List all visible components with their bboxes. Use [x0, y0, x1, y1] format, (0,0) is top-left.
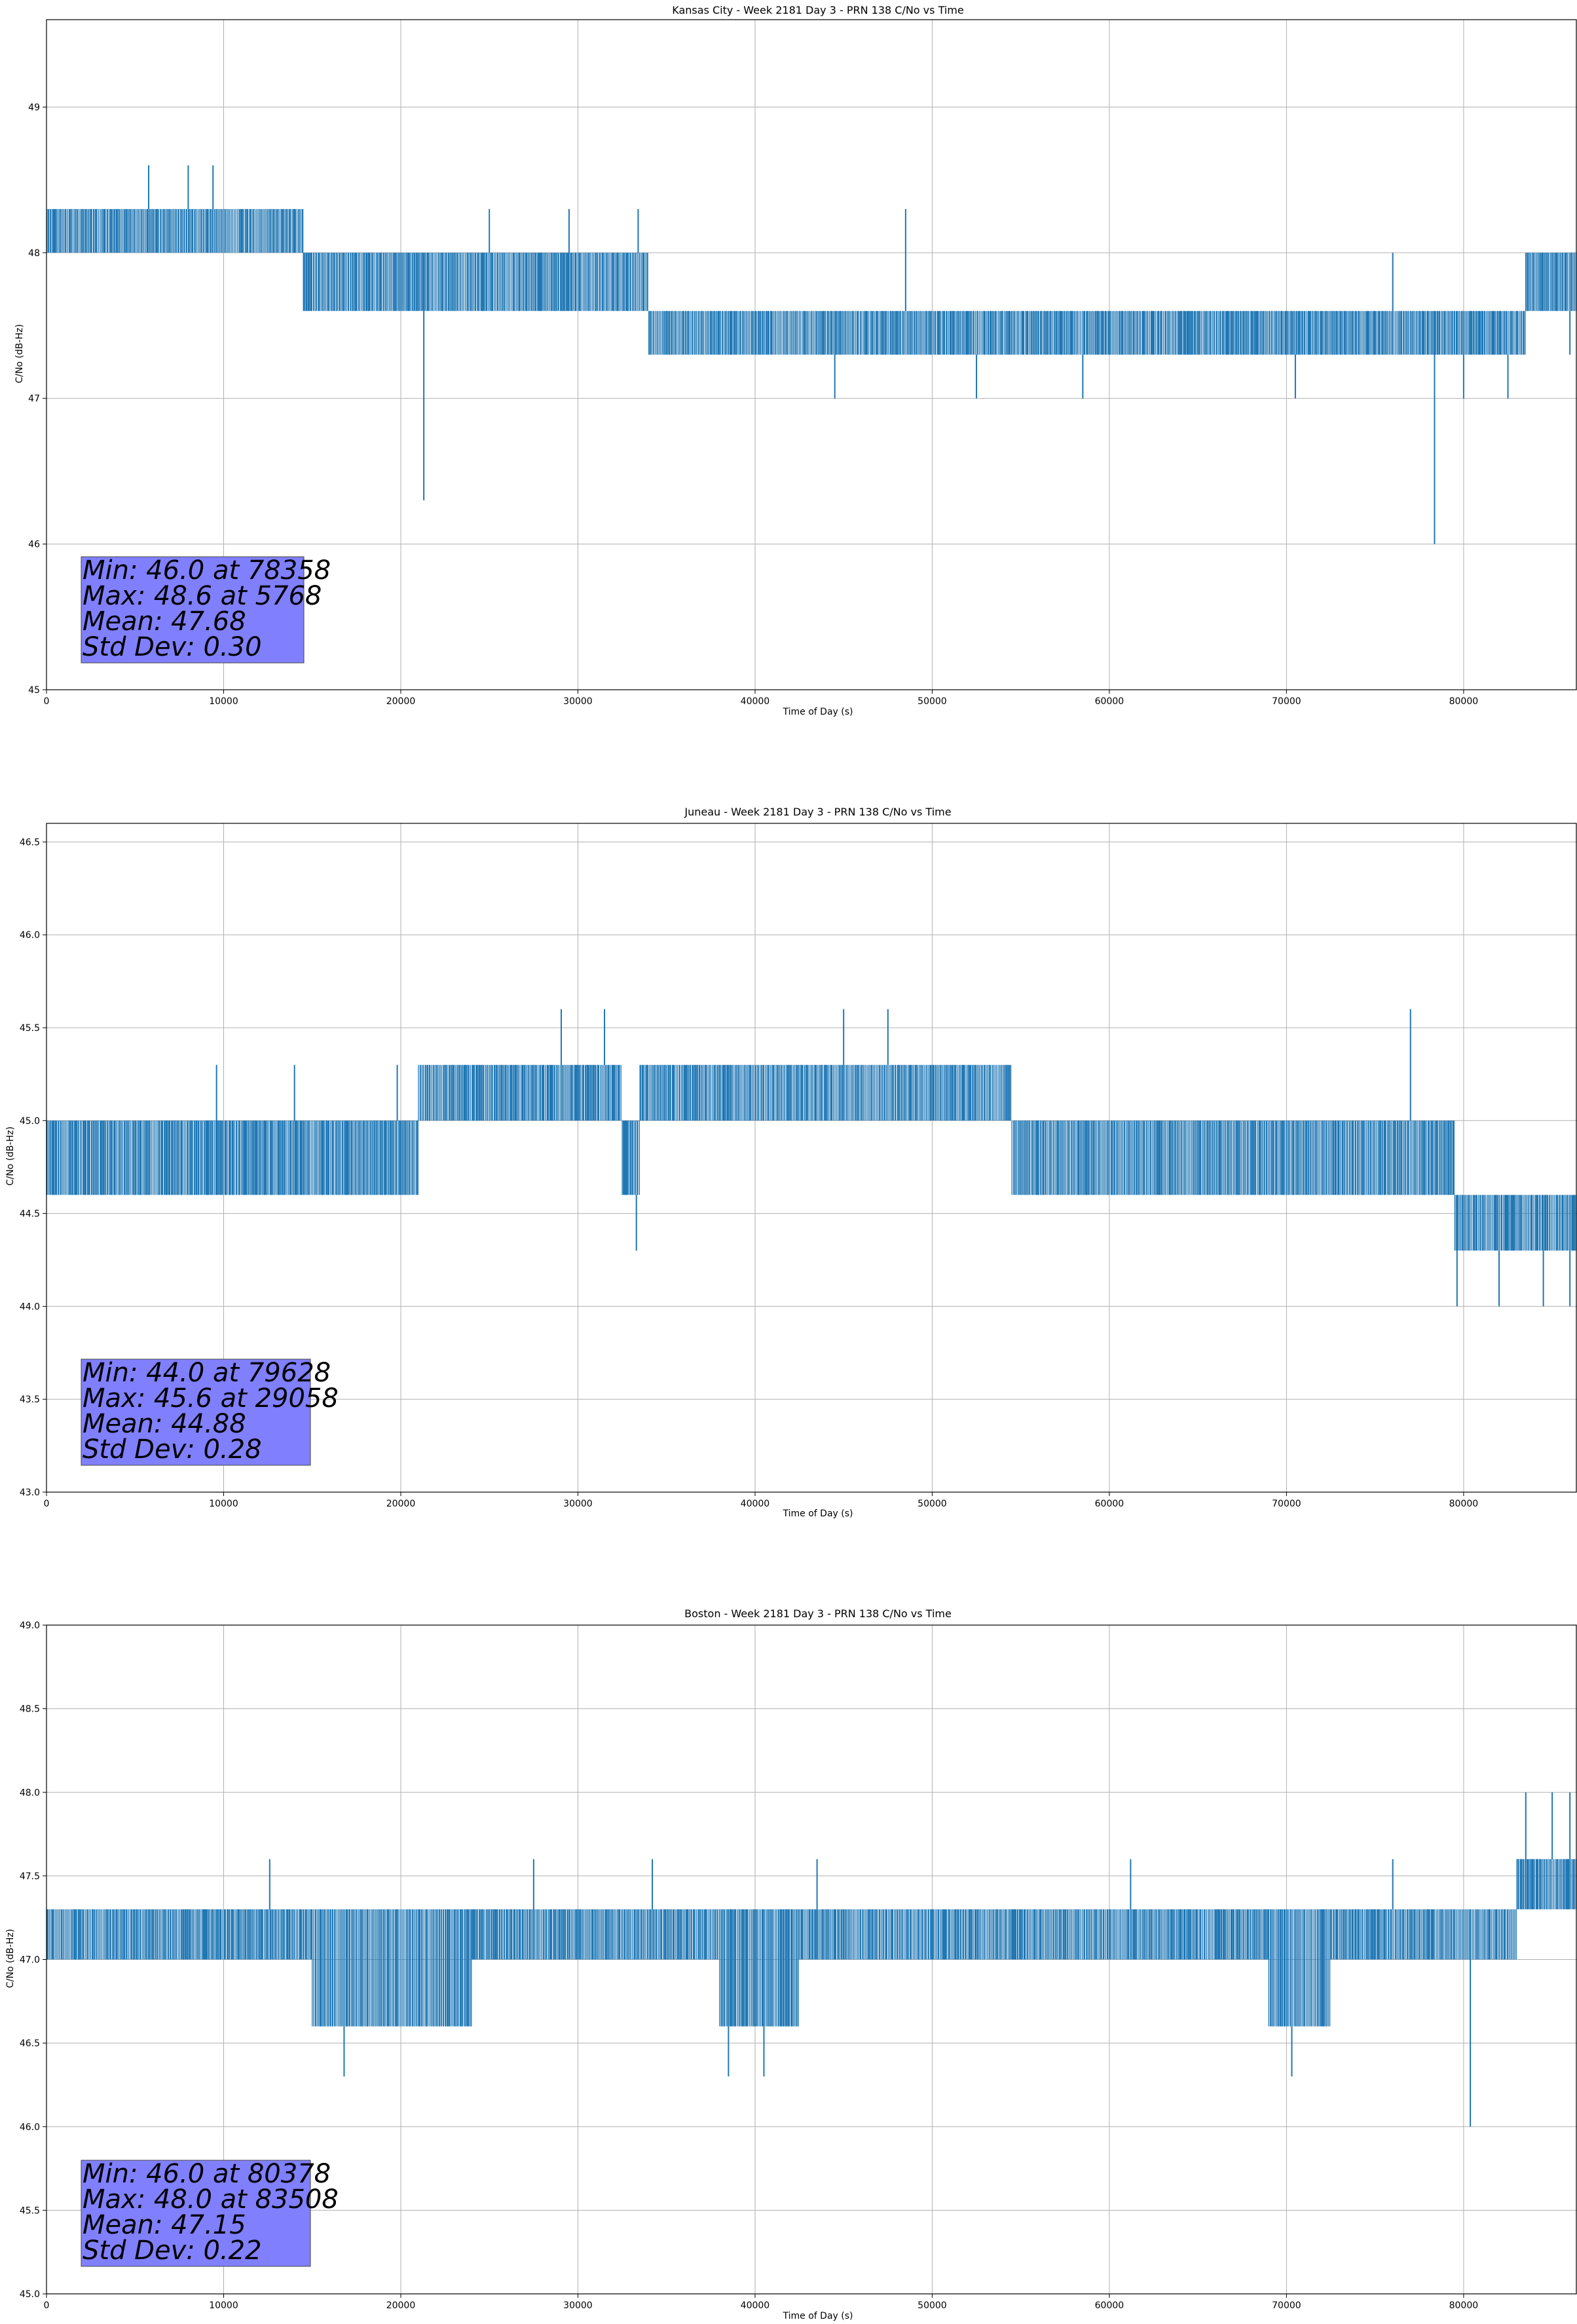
stats-max: Max: 48.0 at 83508 [83, 2184, 339, 2215]
chart-title: Juneau - Week 2181 Day 3 - PRN 138 C/No … [684, 806, 951, 818]
y-tick-label: 45.5 [20, 1023, 40, 1034]
x-tick-label: 80000 [1449, 2300, 1479, 2311]
x-tick-label: 20000 [386, 1499, 416, 1509]
y-tick-label: 45.0 [20, 1116, 40, 1127]
stats-min: Min: 46.0 at 80378 [83, 2159, 331, 2189]
y-tick-label: 49.0 [20, 1621, 40, 1631]
stats-std-dev: Std Dev: 0.28 [83, 1434, 262, 1465]
x-tick-label: 20000 [386, 2300, 416, 2311]
x-ticks: 0 10000 20000 30000 40000 50000 60000 70000 8000… [44, 1492, 1479, 1509]
y-axis-label: C/No (dB-Hz) [14, 324, 25, 383]
stats-box: Min: 46.0 at 80378 Max: 48.0 at 83508 Me… [81, 2159, 339, 2267]
x-axis-label: Time of Day (s) [783, 707, 853, 717]
stats-mean: Mean: 44.88 [83, 1409, 246, 1439]
y-tick-label: 48.0 [20, 1788, 40, 1798]
stats-box: Min: 44.0 at 79628 Max: 45.6 at 29058 Me… [81, 1358, 339, 1466]
y-tick-label: 43.0 [20, 1488, 40, 1498]
plot-frame [46, 823, 1577, 1493]
y-tick-label: 47 [28, 394, 40, 404]
x-tick-label: 10000 [209, 1499, 238, 1509]
chart-title: Boston - Week 2181 Day 3 - PRN 138 C/No … [684, 1607, 952, 1620]
x-tick-label: 0 [44, 696, 50, 707]
stats-box-background [81, 556, 305, 664]
x-tick-label: 30000 [563, 1499, 593, 1509]
y-ticks: 45 46 47 48 49 [28, 102, 46, 696]
x-axis-label: Time of Day (s) [783, 1509, 853, 1519]
y-ticks: 45.0 45.5 46.0 46.5 47.0 47.5 48.0 48.5 49.0 [20, 1621, 46, 2300]
y-tick-label: 47.5 [20, 1871, 40, 1882]
y-tick-label: 45.0 [20, 2289, 40, 2300]
stats-min: Min: 46.0 at 78358 [83, 555, 331, 586]
y-tick-label: 45.5 [20, 2205, 40, 2216]
x-tick-label: 70000 [1272, 2300, 1301, 2311]
y-tick-label: 46 [28, 540, 40, 550]
plot-frame [46, 19, 1577, 690]
x-ticks: 0 10000 20000 30000 40000 50000 60000 70000 8000… [44, 690, 1479, 707]
x-tick-label: 60000 [1095, 696, 1124, 707]
x-tick-label: 80000 [1449, 696, 1479, 707]
x-tick-label: 10000 [209, 2300, 238, 2311]
stats-max: Max: 45.6 at 29058 [83, 1383, 339, 1414]
y-tick-label: 47.0 [20, 1955, 40, 1966]
y-tick-label: 44.0 [20, 1302, 40, 1312]
x-tick-label: 30000 [563, 696, 593, 707]
y-tick-label: 43.5 [20, 1395, 40, 1405]
y-tick-label: 46.5 [20, 837, 40, 848]
y-tick-label: 45 [28, 685, 40, 696]
chart-panel-juneau: Juneau - Week 2181 Day 3 - PRN 138 C/No … [5, 806, 1577, 1519]
y-axis-label: C/No (dB-Hz) [5, 1929, 16, 1988]
y-tick-label: 46.0 [20, 930, 40, 941]
stats-std-dev: Std Dev: 0.30 [83, 632, 262, 662]
x-tick-label: 50000 [918, 1499, 947, 1509]
x-tick-label: 40000 [741, 696, 770, 707]
y-tick-label: 48 [28, 248, 40, 259]
x-tick-label: 50000 [918, 696, 947, 707]
x-tick-label: 30000 [563, 2300, 593, 2311]
x-tick-label: 70000 [1272, 696, 1301, 707]
x-ticks: 0 10000 20000 30000 40000 50000 60000 70000 8000… [44, 2294, 1479, 2311]
x-tick-label: 60000 [1095, 2300, 1124, 2311]
chart-title: Kansas City - Week 2181 Day 3 - PRN 138 … [672, 4, 963, 16]
stats-max: Max: 48.6 at 5768 [83, 581, 322, 611]
stats-box-background [81, 2160, 311, 2267]
x-axis-label: Time of Day (s) [783, 2311, 853, 2321]
x-tick-label: 40000 [741, 1499, 770, 1509]
data-series [46, 165, 1577, 544]
stats-box-background [81, 1359, 311, 1466]
y-tick-label: 46.5 [20, 2038, 40, 2049]
x-tick-label: 70000 [1272, 1499, 1301, 1509]
x-tick-label: 60000 [1095, 1499, 1124, 1509]
y-tick-label: 48.5 [20, 1704, 40, 1715]
y-tick-label: 46.0 [20, 2122, 40, 2133]
stats-mean: Mean: 47.68 [83, 607, 246, 637]
chart-panel-boston: Boston - Week 2181 Day 3 - PRN 138 C/No … [5, 1607, 1577, 2321]
x-tick-label: 50000 [918, 2300, 947, 2311]
stats-mean: Mean: 47.15 [83, 2210, 246, 2240]
y-ticks: 43.0 43.5 44.0 44.5 45.0 45.5 46.0 46.5 [20, 837, 46, 1498]
stats-box: Min: 46.0 at 78358 Max: 48.6 at 5768 Mea… [81, 555, 331, 664]
stats-std-dev: Std Dev: 0.22 [83, 2236, 262, 2266]
x-tick-label: 20000 [386, 696, 416, 707]
x-tick-label: 10000 [209, 696, 238, 707]
y-tick-label: 49 [28, 102, 40, 113]
x-tick-label: 80000 [1449, 1499, 1479, 1509]
chart-panel-kansas-city: Kansas City - Week 2181 Day 3 - PRN 138 … [14, 4, 1577, 717]
x-tick-label: 40000 [741, 2300, 770, 2311]
y-tick-label: 44.5 [20, 1209, 40, 1220]
y-axis-label: C/No (dB-Hz) [5, 1127, 16, 1186]
stats-min: Min: 44.0 at 79628 [83, 1358, 331, 1388]
x-tick-label: 0 [44, 2300, 50, 2311]
x-tick-label: 0 [44, 1499, 50, 1509]
